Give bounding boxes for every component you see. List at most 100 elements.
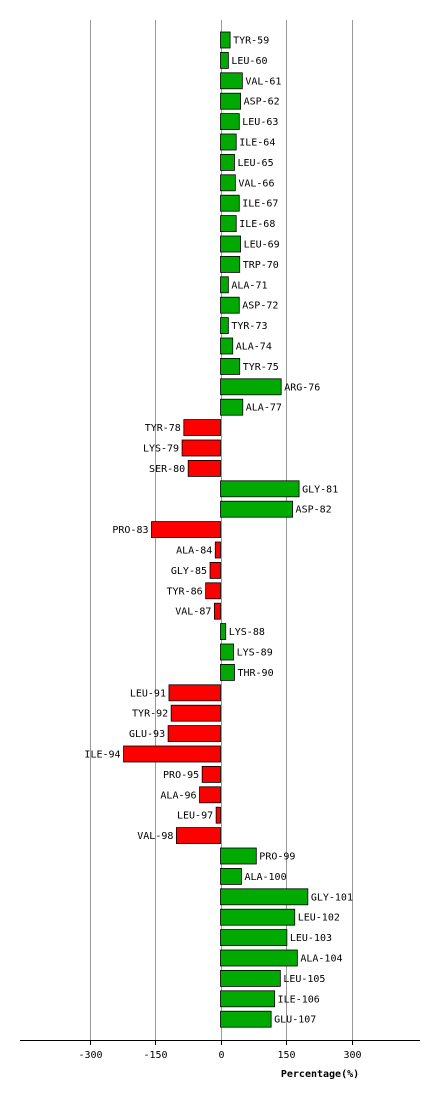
bar-label: TYR-92: [132, 709, 168, 720]
bar-ala-71: [220, 276, 229, 294]
bar-label: GLY-81: [302, 484, 338, 495]
bar-label: GLY-85: [171, 566, 207, 577]
bar-ala-77: [220, 398, 244, 416]
bar-label: ILE-68: [239, 219, 275, 230]
bar-label: ARG-76: [284, 382, 320, 393]
bar-leu-63: [220, 113, 240, 130]
x-tick-label: -150: [143, 1050, 167, 1061]
bar-ile-68: [220, 215, 237, 233]
bar-gly-85: [209, 562, 221, 579]
bar-labels: TYR-59 LEU-60 VAL-61 ASP-62 LEU-63 ILE-64 LEU-…: [84, 36, 353, 1026]
bar-glu-107: [220, 1010, 272, 1028]
bars: [123, 31, 309, 1028]
bar-label: TYR-78: [145, 423, 181, 434]
bar-lys-88: [220, 623, 227, 640]
bar-ile-106: [220, 990, 276, 1008]
bar-label: LEU-103: [290, 933, 332, 944]
bar-label: ALA-84: [176, 546, 212, 557]
bar-leu-65: [220, 153, 235, 171]
bar-tyr-78: [183, 419, 221, 437]
bar-leu-105: [220, 970, 281, 987]
bar-label: ILE-64: [239, 138, 275, 149]
x-axis-ticks: -300 -150 0 150 300: [78, 1040, 362, 1061]
bar-label: LEU-102: [298, 913, 340, 924]
bar-label: ALA-100: [244, 872, 286, 883]
bar-label: ASP-72: [242, 301, 278, 312]
bar-gly-81: [220, 480, 300, 498]
bar-label: LEU-97: [177, 811, 213, 822]
bar-asp-62: [220, 92, 241, 110]
bar-tyr-59: [220, 31, 231, 49]
bar-label: ILE-106: [278, 994, 320, 1005]
bar-label: VAL-87: [175, 607, 211, 618]
bar-label: ILE-67: [242, 199, 278, 210]
bar-label: ALA-104: [300, 954, 342, 965]
bar-label: LYS-88: [229, 627, 265, 638]
bar-pro-99: [220, 847, 257, 865]
bar-leu-102: [220, 908, 296, 926]
bar-leu-69: [220, 235, 241, 253]
bar-trp-70: [220, 255, 241, 273]
bar-ile-94: [123, 745, 221, 763]
bar-label: TYR-73: [231, 321, 267, 332]
bar-asp-82: [220, 500, 293, 518]
bar-ala-96: [199, 786, 221, 804]
bar-leu-97: [215, 806, 221, 824]
bar-ala-74: [220, 337, 234, 355]
bar-label: LYS-79: [143, 444, 179, 455]
bar-label: GLU-107: [274, 1015, 316, 1026]
x-tick-label: 0: [218, 1050, 224, 1061]
x-tick-label: 150: [277, 1050, 295, 1061]
bar-label: VAL-61: [245, 76, 281, 87]
bar-val-98: [175, 827, 221, 844]
bar-pro-83: [151, 521, 221, 538]
bar-glu-93: [167, 725, 221, 742]
bar-label: GLY-101: [311, 892, 353, 903]
bar-label: ILE-94: [84, 750, 120, 761]
bar-pro-95: [201, 766, 221, 783]
x-tick-label: -300: [78, 1050, 102, 1061]
bar-arg-76: [220, 378, 282, 396]
bar-tyr-73: [220, 317, 229, 335]
bar-label: VAL-66: [238, 178, 274, 189]
x-axis-label: Percentage(%): [281, 1069, 359, 1080]
bar-lys-79: [181, 439, 221, 457]
bar-label: PRO-99: [259, 852, 295, 863]
bar-ala-100: [220, 868, 242, 885]
bar-label: ALA-77: [246, 403, 282, 414]
bar-val-87: [213, 602, 221, 620]
bar-label: THR-90: [237, 668, 273, 679]
bar-label: PRO-95: [163, 770, 199, 781]
bar-ile-64: [220, 133, 237, 151]
bar-label: TYR-59: [233, 36, 269, 47]
bar-label: GLU-93: [129, 729, 165, 740]
bar-label: LYS-89: [237, 648, 273, 659]
bar-label: LEU-105: [283, 974, 325, 985]
bar-asp-72: [220, 296, 240, 314]
bar-label: TRP-70: [243, 260, 279, 271]
bar-label: ASP-82: [296, 505, 332, 516]
x-tick-label: 300: [343, 1050, 361, 1061]
bar-leu-103: [220, 929, 288, 946]
bar-label: TYR-75: [243, 362, 279, 373]
bar-leu-91: [168, 684, 221, 702]
bar-val-66: [220, 174, 236, 192]
bar-tyr-92: [170, 704, 221, 722]
bar-label: ALA-96: [160, 790, 196, 801]
bar-label: ALA-74: [236, 342, 272, 353]
bar-label: ALA-71: [231, 280, 267, 291]
bar-ser-80: [187, 459, 221, 477]
bar-label: PRO-83: [112, 525, 148, 536]
bar-ile-67: [220, 194, 240, 212]
bar-tyr-75: [220, 357, 241, 375]
bar-label: ASP-62: [244, 97, 280, 108]
bar-leu-60: [220, 52, 229, 69]
bar-label: LEU-69: [244, 240, 280, 251]
bar-val-61: [220, 72, 243, 90]
bar-label: TYR-86: [167, 586, 203, 597]
bar-label: LEU-65: [237, 158, 273, 169]
bar-label: LEU-91: [130, 688, 166, 699]
bar-label: SER-80: [149, 464, 185, 475]
bar-label: VAL-98: [137, 831, 173, 842]
bar-tyr-86: [205, 582, 221, 600]
